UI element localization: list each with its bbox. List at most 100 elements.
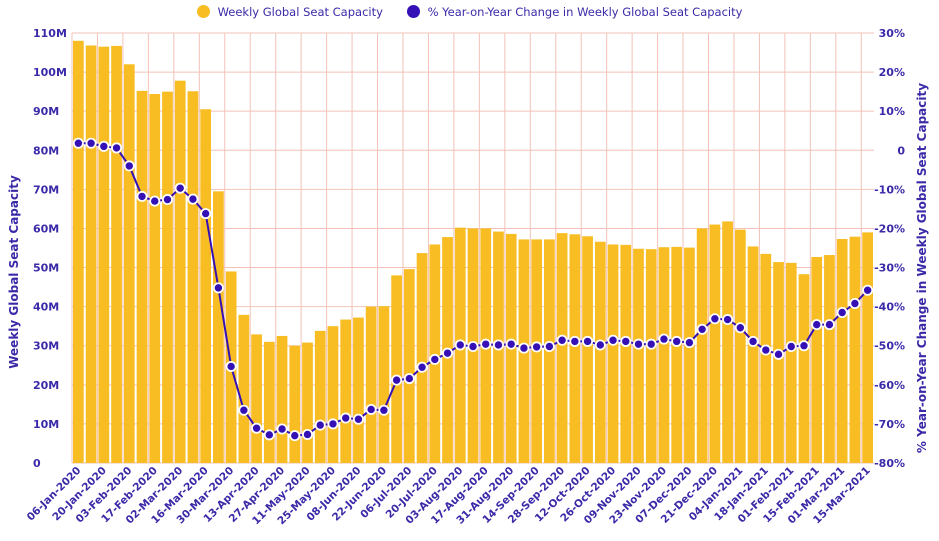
- data-point: [391, 374, 403, 386]
- y-tick-label: 50M: [33, 262, 59, 275]
- data-point: [111, 142, 123, 154]
- y-tick-label: 0: [33, 457, 41, 470]
- bar: [98, 46, 110, 463]
- data-point: [658, 333, 670, 345]
- y2-tick-label: -70%: [874, 418, 905, 431]
- data-point: [722, 314, 734, 326]
- bar: [149, 93, 161, 464]
- y-tick-label: 10M: [33, 418, 59, 431]
- data-point: [378, 404, 390, 416]
- data-point: [760, 344, 772, 356]
- bar: [658, 247, 670, 463]
- bar: [314, 330, 326, 463]
- bar: [340, 319, 352, 463]
- data-point: [238, 404, 250, 416]
- data-point: [136, 190, 148, 202]
- data-point: [276, 423, 288, 435]
- y-tick-label: 90M: [33, 105, 59, 118]
- data-point: [696, 323, 708, 335]
- bar: [849, 236, 861, 463]
- y-tick-label: 100M: [33, 66, 67, 79]
- bar: [162, 91, 173, 464]
- data-point: [340, 412, 352, 424]
- bar: [620, 244, 632, 463]
- legend-item-yoy-change[interactable]: % Year-on-Year Change in Weekly Global S…: [406, 4, 743, 19]
- data-point: [161, 194, 173, 206]
- bar: [709, 224, 721, 463]
- bar: [73, 40, 84, 464]
- bar: [569, 234, 581, 463]
- legend-label-seat-capacity: Weekly Global Seat Capacity: [217, 4, 383, 19]
- data-point: [416, 361, 428, 373]
- data-point: [747, 335, 759, 347]
- data-point: [811, 319, 823, 331]
- bar: [174, 80, 186, 463]
- y2-tick-label: -80%: [874, 457, 905, 470]
- data-point: [518, 342, 530, 354]
- data-point: [314, 419, 326, 431]
- bar: [111, 45, 122, 464]
- data-point: [671, 335, 683, 347]
- bar: [429, 244, 441, 463]
- data-point: [543, 341, 555, 353]
- data-point: [200, 208, 212, 220]
- bar: [365, 306, 377, 463]
- y2-tick-label: -10%: [874, 183, 905, 196]
- y-tick-label: 110M: [33, 27, 67, 40]
- bar: [811, 256, 823, 463]
- data-point: [823, 319, 835, 331]
- bar: [327, 326, 339, 463]
- y2-tick-label: -30%: [874, 262, 905, 275]
- data-point: [327, 418, 339, 430]
- bar: [391, 275, 402, 463]
- bar: [263, 341, 275, 463]
- data-point: [607, 334, 619, 346]
- bar: [722, 221, 733, 463]
- data-point: [212, 282, 224, 294]
- legend-item-seat-capacity[interactable]: Weekly Global Seat Capacity: [196, 4, 383, 19]
- legend-swatch-seat-capacity: [196, 4, 210, 18]
- bar: [238, 314, 250, 463]
- bar: [213, 191, 224, 463]
- y-axis-title: Weekly Global Seat Capacity: [7, 175, 21, 369]
- data-point: [442, 347, 454, 359]
- y2-tick-label: 10%: [879, 105, 905, 118]
- data-point: [302, 428, 314, 440]
- data-point: [836, 306, 848, 318]
- data-point: [531, 341, 543, 353]
- data-point: [480, 338, 492, 350]
- y-tick-label: 20M: [33, 379, 59, 392]
- bar: [200, 109, 212, 464]
- data-point: [365, 403, 377, 415]
- data-point: [620, 335, 632, 347]
- y2-tick-label: -50%: [874, 340, 905, 353]
- data-point: [187, 193, 199, 205]
- legend-label-yoy-change: % Year-on-Year Change in Weekly Global S…: [427, 4, 743, 19]
- y-tick-label: 60M: [33, 222, 59, 235]
- bar: [556, 233, 568, 463]
- bar: [798, 274, 810, 463]
- y2-tick-label: -20%: [874, 222, 905, 235]
- bar: [824, 255, 835, 463]
- bar: [862, 232, 873, 463]
- y2-tick-label: -60%: [874, 379, 905, 392]
- bar: [136, 90, 148, 463]
- bar: [607, 244, 619, 463]
- legend-swatch-yoy-change: [406, 4, 420, 18]
- data-point: [785, 341, 797, 353]
- bar: [289, 345, 301, 463]
- y2-tick-label: 30%: [879, 27, 905, 40]
- bar: [582, 236, 593, 463]
- y-tick-label: 40M: [33, 301, 59, 314]
- data-point: [289, 430, 301, 442]
- data-point: [149, 195, 161, 207]
- bar: [836, 239, 848, 463]
- bar: [353, 317, 364, 463]
- bar: [85, 45, 97, 463]
- data-point: [85, 137, 97, 149]
- data-point: [403, 373, 415, 385]
- bar: [760, 253, 772, 463]
- legend: Weekly Global Seat Capacity % Year-on-Ye…: [0, 4, 939, 19]
- data-point: [352, 413, 364, 425]
